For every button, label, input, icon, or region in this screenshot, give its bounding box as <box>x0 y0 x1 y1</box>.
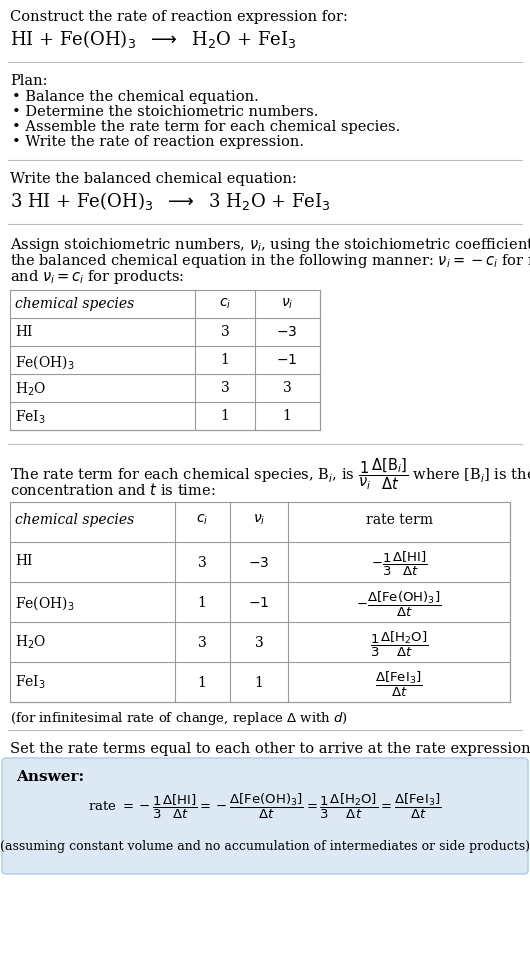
Text: 3: 3 <box>220 381 229 395</box>
Text: H$_2$O: H$_2$O <box>15 381 46 398</box>
Text: $-\dfrac{\Delta[\mathrm{Fe(OH)_3}]}{\Delta t}$: $-\dfrac{\Delta[\mathrm{Fe(OH)_3}]}{\Del… <box>356 590 441 619</box>
Text: Assign stoichiometric numbers, $\nu_i$, using the stoichiometric coefficients, $: Assign stoichiometric numbers, $\nu_i$, … <box>10 236 530 254</box>
Text: $\nu_i$: $\nu_i$ <box>253 513 265 527</box>
Text: $\nu_i$: $\nu_i$ <box>281 297 293 311</box>
Text: • Determine the stoichiometric numbers.: • Determine the stoichiometric numbers. <box>12 105 319 119</box>
Text: 3: 3 <box>198 636 206 650</box>
Text: FeI$_3$: FeI$_3$ <box>15 409 46 427</box>
Text: $-\dfrac{1}{3}\dfrac{\Delta[\mathrm{HI}]}{\Delta t}$: $-\dfrac{1}{3}\dfrac{\Delta[\mathrm{HI}]… <box>371 550 427 578</box>
Text: HI + Fe(OH)$_3$  $\longrightarrow$  H$_2$O + FeI$_3$: HI + Fe(OH)$_3$ $\longrightarrow$ H$_2$O… <box>10 28 296 50</box>
Text: $-1$: $-1$ <box>276 353 298 367</box>
Text: • Balance the chemical equation.: • Balance the chemical equation. <box>12 90 259 104</box>
Text: $-1$: $-1$ <box>249 596 270 610</box>
Text: HI: HI <box>15 554 32 568</box>
Text: rate term: rate term <box>366 513 432 527</box>
Text: $-3$: $-3$ <box>276 325 298 339</box>
Text: the balanced chemical equation in the following manner: $\nu_i = -c_i$ for react: the balanced chemical equation in the fo… <box>10 252 530 270</box>
Text: Fe(OH)$_3$: Fe(OH)$_3$ <box>15 594 75 612</box>
Text: rate $= -\dfrac{1}{3}\dfrac{\Delta[\mathrm{HI}]}{\Delta t} = -\dfrac{\Delta[\mat: rate $= -\dfrac{1}{3}\dfrac{\Delta[\math… <box>89 792 441 821</box>
Text: 1: 1 <box>282 409 292 423</box>
Text: $c_i$: $c_i$ <box>196 513 208 527</box>
Text: Fe(OH)$_3$: Fe(OH)$_3$ <box>15 353 75 371</box>
Text: and $\nu_i = c_i$ for products:: and $\nu_i = c_i$ for products: <box>10 268 184 286</box>
Text: 3: 3 <box>254 636 263 650</box>
Bar <box>10 290 320 430</box>
Text: (for infinitesimal rate of change, replace $\Delta$ with $d$): (for infinitesimal rate of change, repla… <box>10 710 348 727</box>
Text: Answer:: Answer: <box>16 770 84 784</box>
Text: • Assemble the rate term for each chemical species.: • Assemble the rate term for each chemic… <box>12 120 400 134</box>
Text: chemical species: chemical species <box>15 297 134 311</box>
Text: 1: 1 <box>198 676 207 690</box>
Text: 3: 3 <box>282 381 292 395</box>
Text: The rate term for each chemical species, B$_i$, is $\dfrac{1}{\nu_i}\dfrac{\Delt: The rate term for each chemical species,… <box>10 456 530 492</box>
Text: 1: 1 <box>198 596 207 610</box>
Text: 1: 1 <box>254 676 263 690</box>
Text: chemical species: chemical species <box>15 513 134 527</box>
Text: $-3$: $-3$ <box>249 556 270 570</box>
Text: 3: 3 <box>220 325 229 339</box>
Text: $\dfrac{1}{3}\dfrac{\Delta[\mathrm{H_2O}]}{\Delta t}$: $\dfrac{1}{3}\dfrac{\Delta[\mathrm{H_2O}… <box>370 630 428 659</box>
Text: 3 HI + Fe(OH)$_3$  $\longrightarrow$  3 H$_2$O + FeI$_3$: 3 HI + Fe(OH)$_3$ $\longrightarrow$ 3 H$… <box>10 190 331 212</box>
Text: (assuming constant volume and no accumulation of intermediates or side products): (assuming constant volume and no accumul… <box>0 840 530 853</box>
Text: • Write the rate of reaction expression.: • Write the rate of reaction expression. <box>12 135 304 149</box>
Text: Construct the rate of reaction expression for:: Construct the rate of reaction expressio… <box>10 10 348 24</box>
Text: 1: 1 <box>220 409 229 423</box>
Text: HI: HI <box>15 325 32 339</box>
Text: FeI$_3$: FeI$_3$ <box>15 674 46 691</box>
Text: $\dfrac{\Delta[\mathrm{FeI_3}]}{\Delta t}$: $\dfrac{\Delta[\mathrm{FeI_3}]}{\Delta t… <box>375 670 423 699</box>
Text: H$_2$O: H$_2$O <box>15 634 46 651</box>
Text: Set the rate terms equal to each other to arrive at the rate expression:: Set the rate terms equal to each other t… <box>10 742 530 756</box>
FancyBboxPatch shape <box>2 758 528 874</box>
Bar <box>10 502 510 702</box>
Text: Plan:: Plan: <box>10 74 48 88</box>
Text: concentration and $t$ is time:: concentration and $t$ is time: <box>10 482 216 498</box>
Text: 1: 1 <box>220 353 229 367</box>
Text: Write the balanced chemical equation:: Write the balanced chemical equation: <box>10 172 297 186</box>
Text: 3: 3 <box>198 556 206 570</box>
Text: $c_i$: $c_i$ <box>219 297 231 311</box>
